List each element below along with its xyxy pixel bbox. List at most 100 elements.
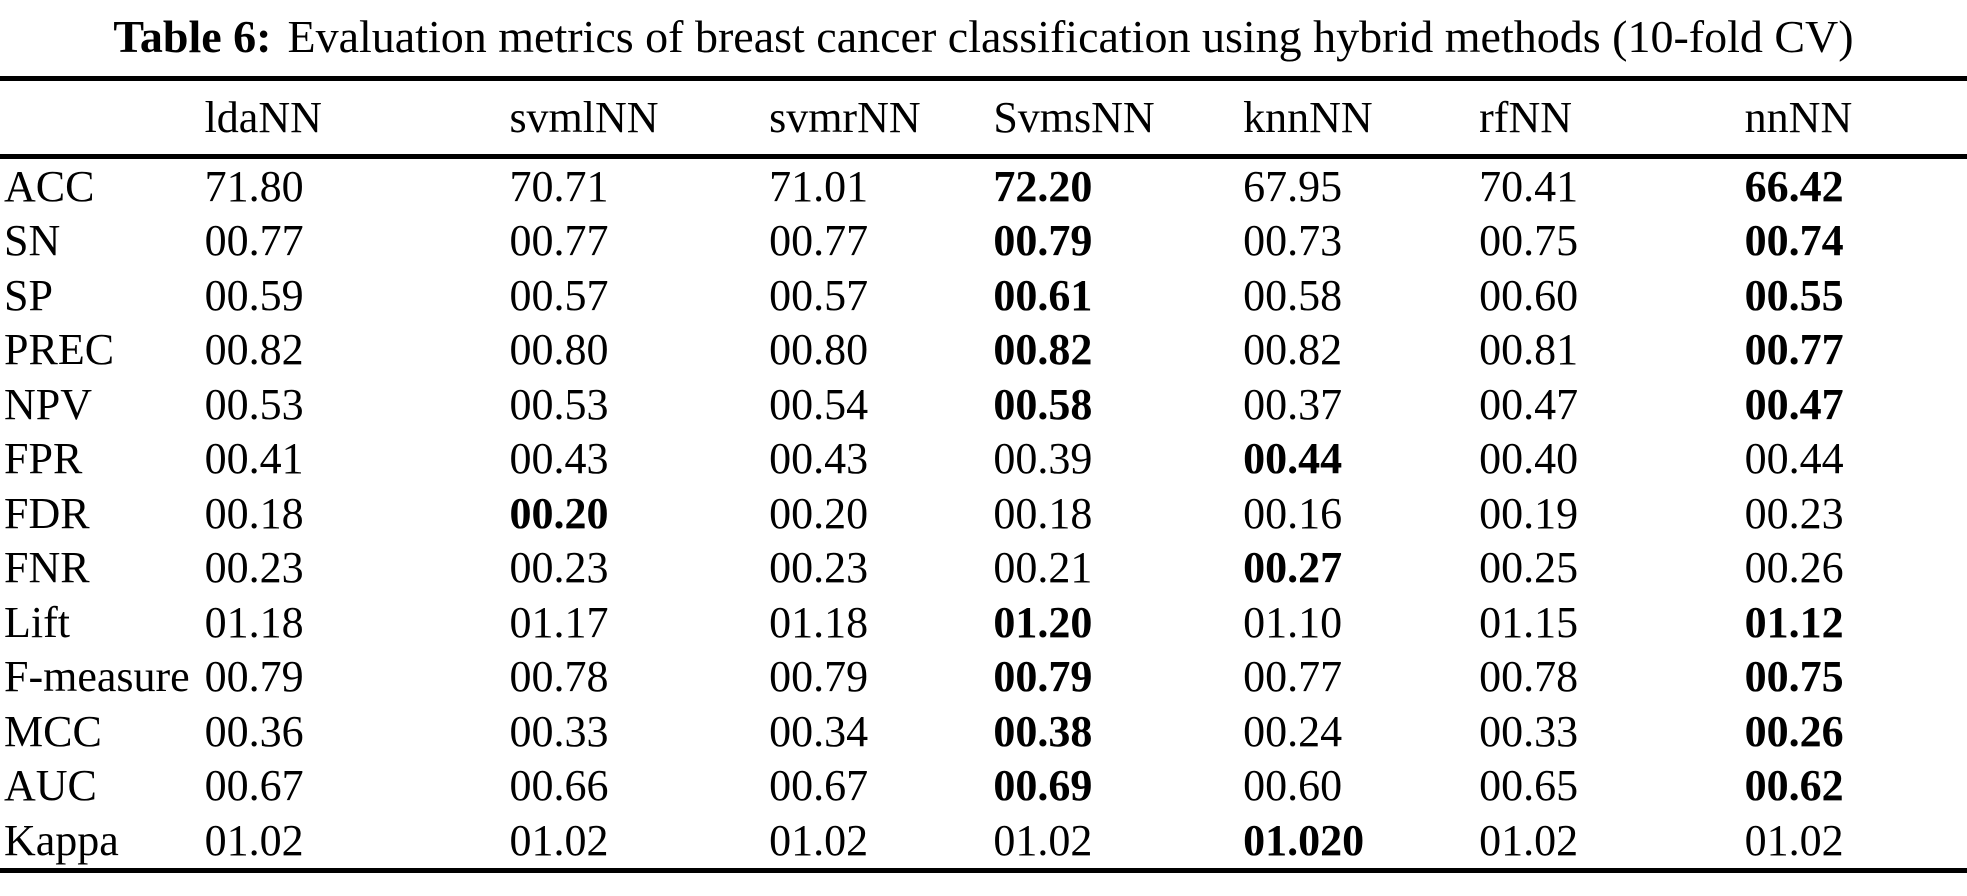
metric-cell: 00.62 <box>1744 761 1844 811</box>
row-label: F-measure <box>4 652 190 702</box>
header-cell-nnNN: nnNN <box>1744 78 1967 159</box>
metric-cell: 00.47 <box>1744 379 1844 429</box>
metric-cell: 00.60 <box>1243 761 1343 811</box>
metric-cell: 00.23 <box>204 543 304 593</box>
metric-cell: 01.02 <box>1744 815 1844 865</box>
metric-cell: 00.75 <box>1479 216 1579 266</box>
metric-cell: 00.61 <box>993 270 1093 320</box>
evaluation-metrics-table: ldaNN svmlNN svmrNN SvmsNN knnNN rfNN nn… <box>0 76 1967 873</box>
metric-cell: 00.19 <box>1479 488 1579 538</box>
metric-cell: 01.17 <box>509 597 609 647</box>
metric-cell: 00.75 <box>1744 652 1844 702</box>
row-label: SN <box>4 216 61 266</box>
metric-cell: 00.57 <box>509 270 609 320</box>
metric-cell: 00.26 <box>1744 543 1844 593</box>
metric-cell: 00.77 <box>509 216 609 266</box>
metric-cell: 01.18 <box>769 597 869 647</box>
metric-cell: 00.33 <box>509 706 609 756</box>
metric-cell: 00.79 <box>204 652 304 702</box>
metric-cell: 00.23 <box>509 543 609 593</box>
metric-cell: 67.95 <box>1243 161 1343 211</box>
table-row: FNR 00.23 00.23 00.23 00.21 00.27 00.25 … <box>0 541 1967 596</box>
row-label: MCC <box>4 706 102 756</box>
metric-cell: 00.67 <box>769 761 869 811</box>
metric-cell: 00.81 <box>1479 325 1579 375</box>
table-row: NPV 00.53 00.53 00.54 00.58 00.37 00.47 … <box>0 377 1967 432</box>
table-row: SN 00.77 00.77 00.77 00.79 00.73 00.75 0… <box>0 214 1967 269</box>
metric-cell: 70.71 <box>509 161 609 211</box>
metric-cell: 00.67 <box>204 761 304 811</box>
metric-cell: 00.58 <box>993 379 1093 429</box>
metric-cell: 01.02 <box>769 815 869 865</box>
header-cell-svmlNN: svmlNN <box>509 78 770 159</box>
table-row: Kappa 01.02 01.02 01.02 01.02 01.020 01.… <box>0 813 1967 870</box>
table-caption-number: Table 6: <box>113 11 272 62</box>
metric-cell: 00.77 <box>1744 325 1844 375</box>
row-label: FPR <box>4 434 83 484</box>
metric-cell: 00.73 <box>1243 216 1343 266</box>
row-label: PREC <box>4 325 115 375</box>
header-cell-rfNN: rfNN <box>1479 78 1745 159</box>
metric-cell: 00.44 <box>1744 434 1844 484</box>
metric-cell: 00.36 <box>204 706 304 756</box>
metric-cell: 00.78 <box>509 652 609 702</box>
metric-cell: 01.020 <box>1243 815 1365 865</box>
metric-cell: 72.20 <box>993 161 1093 211</box>
metric-cell: 00.66 <box>509 761 609 811</box>
metric-cell: 00.55 <box>1744 270 1844 320</box>
row-label: AUC <box>4 761 97 811</box>
metric-cell: 01.18 <box>204 597 304 647</box>
table-row: FPR 00.41 00.43 00.43 00.39 00.44 00.40 … <box>0 432 1967 487</box>
metric-cell: 00.23 <box>769 543 869 593</box>
header-cell-empty <box>0 78 205 159</box>
metric-cell: 00.20 <box>509 488 609 538</box>
table-row: PREC 00.82 00.80 00.80 00.82 00.82 00.81… <box>0 323 1967 378</box>
metric-cell: 00.26 <box>1744 706 1844 756</box>
metric-cell: 00.40 <box>1479 434 1579 484</box>
metric-cell: 00.20 <box>769 488 869 538</box>
metric-cell: 01.15 <box>1479 597 1579 647</box>
metric-cell: 00.69 <box>993 761 1093 811</box>
row-label: FNR <box>4 543 90 593</box>
header-cell-knnNN: knnNN <box>1243 78 1480 159</box>
row-label: FDR <box>4 488 90 538</box>
metric-cell: 66.42 <box>1744 161 1844 211</box>
metric-cell: 00.60 <box>1479 270 1579 320</box>
metric-cell: 00.82 <box>993 325 1093 375</box>
table-row: FDR 00.18 00.20 00.20 00.18 00.16 00.19 … <box>0 486 1967 541</box>
row-label: ACC <box>4 161 95 211</box>
metric-cell: 00.44 <box>1243 434 1343 484</box>
metric-cell: 00.82 <box>204 325 304 375</box>
table-row: AUC 00.67 00.66 00.67 00.69 00.60 00.65 … <box>0 759 1967 814</box>
row-label: Lift <box>4 597 70 647</box>
metric-cell: 00.16 <box>1243 488 1343 538</box>
metric-cell: 01.10 <box>1243 597 1343 647</box>
metric-cell: 01.02 <box>509 815 609 865</box>
metric-cell: 00.27 <box>1243 543 1343 593</box>
metric-cell: 00.24 <box>1243 706 1343 756</box>
metric-cell: 00.77 <box>204 216 304 266</box>
metric-cell: 00.82 <box>1243 325 1343 375</box>
metric-cell: 01.02 <box>204 815 304 865</box>
metric-cell: 00.59 <box>204 270 304 320</box>
metric-cell: 00.58 <box>1243 270 1343 320</box>
metric-cell: 00.43 <box>509 434 609 484</box>
table-row: MCC 00.36 00.33 00.34 00.38 00.24 00.33 … <box>0 704 1967 759</box>
metric-cell: 00.53 <box>509 379 609 429</box>
metric-cell: 00.43 <box>769 434 869 484</box>
metric-cell: 00.39 <box>993 434 1093 484</box>
metric-cell: 00.34 <box>769 706 869 756</box>
table-row: SP 00.59 00.57 00.57 00.61 00.58 00.60 0… <box>0 268 1967 323</box>
header-row: ldaNN svmlNN svmrNN SvmsNN knnNN rfNN nn… <box>0 78 1967 159</box>
metric-cell: 00.47 <box>1479 379 1579 429</box>
metric-cell: 01.20 <box>993 597 1093 647</box>
metric-cell: 00.74 <box>1744 216 1844 266</box>
metric-cell: 01.02 <box>993 815 1093 865</box>
table-caption: Table 6: Evaluation metrics of breast can… <box>0 0 1967 76</box>
table-caption-text: Evaluation metrics of breast cancer clas… <box>287 11 1854 62</box>
metric-cell: 00.79 <box>993 216 1093 266</box>
metric-cell: 00.80 <box>509 325 609 375</box>
metric-cell: 00.25 <box>1479 543 1579 593</box>
metric-cell: 00.54 <box>769 379 869 429</box>
